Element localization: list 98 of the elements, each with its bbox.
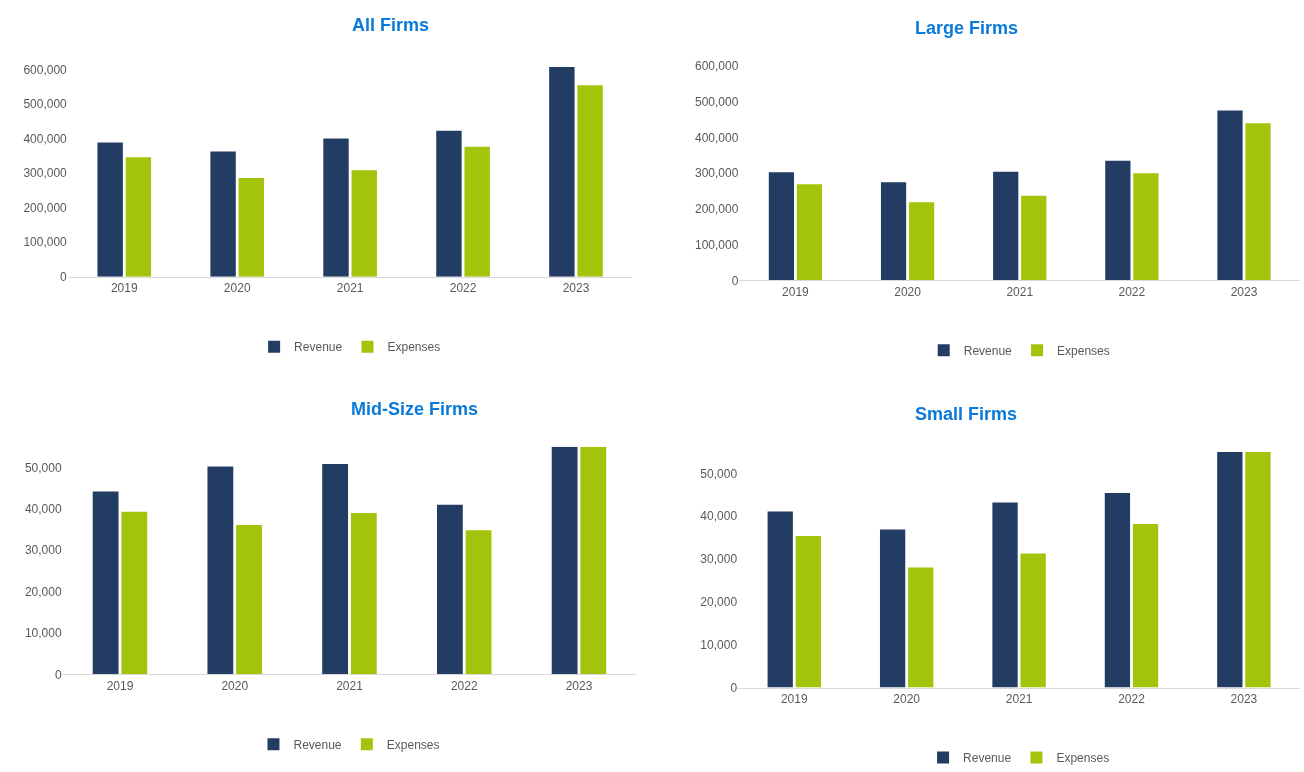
x-tick-label: 2021 (336, 678, 364, 693)
y-tick-label: 300,000 (23, 166, 68, 181)
bar (92, 491, 119, 675)
bar (580, 446, 607, 675)
y-tick-label: 500,000 (694, 95, 739, 110)
legend-label: Revenue (963, 344, 1013, 359)
y-tick-label: 0 (54, 667, 62, 682)
x-tick-label: 2023 (565, 678, 593, 693)
y-tick-label: 40,000 (700, 509, 738, 524)
bar (1133, 173, 1159, 281)
y-tick-label: 50,000 (700, 466, 738, 481)
bar (436, 130, 462, 277)
bar (238, 177, 265, 277)
bar (796, 184, 823, 281)
bar (210, 151, 236, 277)
legend-label: Expenses (387, 340, 441, 355)
y-tick-label: 0 (60, 269, 68, 284)
chart-title: Small Firms (915, 404, 1018, 424)
bar (992, 502, 1018, 688)
bar (551, 446, 578, 675)
bar (465, 530, 492, 675)
bar (1217, 110, 1243, 281)
y-tick-label: 0 (731, 273, 739, 288)
y-tick-label: 40,000 (24, 501, 62, 516)
x-tick-label: 2023 (1230, 692, 1258, 707)
x-tick-label: 2019 (106, 678, 134, 693)
y-tick-label: 600,000 (694, 59, 739, 74)
legend-label: Expenses (1056, 751, 1110, 766)
bar (125, 157, 152, 277)
chart-title: All Firms (352, 15, 430, 35)
y-tick-label: 200,000 (23, 200, 68, 215)
bar (879, 529, 906, 688)
x-tick-label: 2021 (336, 281, 364, 296)
bar (1105, 160, 1131, 281)
y-tick-label: 500,000 (23, 97, 68, 112)
y-tick-label: 200,000 (694, 202, 739, 217)
bar (464, 146, 490, 277)
x-tick-label: 2023 (1230, 284, 1258, 299)
bar (908, 202, 935, 281)
legend-label: Revenue (294, 340, 343, 355)
x-tick-label: 2020 (893, 692, 921, 707)
bar (549, 66, 575, 277)
x-tick-label: 2020 (894, 284, 922, 299)
bar (322, 464, 349, 675)
y-tick-label: 10,000 (700, 637, 738, 652)
y-tick-label: 10,000 (24, 626, 62, 641)
bar (350, 512, 377, 675)
x-tick-label: 2019 (782, 284, 810, 299)
y-tick-label: 400,000 (694, 130, 739, 145)
bar (993, 171, 1019, 281)
bar (351, 170, 377, 277)
x-tick-label: 2022 (449, 281, 477, 296)
bar (1104, 493, 1131, 688)
bar (768, 172, 795, 281)
y-tick-label: 0 (730, 680, 738, 695)
y-tick-label: 50,000 (24, 460, 62, 475)
y-tick-label: 20,000 (24, 584, 62, 599)
x-tick-label: 2022 (450, 678, 478, 693)
bar (1020, 553, 1046, 688)
legend-label: Expenses (386, 737, 440, 752)
bar (236, 524, 262, 675)
bar (1132, 523, 1159, 688)
bar (1245, 451, 1271, 688)
bar (577, 85, 603, 277)
bar (97, 142, 123, 277)
bar (1217, 451, 1243, 688)
y-tick-label: 20,000 (700, 595, 738, 610)
x-tick-label: 2019 (780, 692, 808, 707)
bar (323, 138, 349, 277)
y-tick-label: 100,000 (694, 237, 739, 252)
y-tick-label: 400,000 (23, 131, 68, 146)
x-tick-label: 2022 (1118, 692, 1146, 707)
x-tick-label: 2019 (110, 281, 138, 296)
y-tick-label: 600,000 (23, 62, 68, 77)
bar (908, 567, 934, 688)
legend-label: Revenue (293, 737, 342, 752)
bar (1021, 195, 1047, 281)
x-tick-label: 2023 (562, 281, 590, 296)
y-tick-label: 30,000 (700, 552, 738, 567)
bar (767, 511, 793, 688)
bar (795, 535, 821, 688)
y-tick-label: 30,000 (24, 543, 62, 558)
bar (207, 466, 234, 675)
chart-title: Mid-Size Firms (351, 399, 479, 419)
x-tick-label: 2021 (1006, 284, 1034, 299)
chart-title: Large Firms (915, 18, 1019, 38)
bar (1245, 123, 1271, 281)
x-tick-label: 2022 (1118, 284, 1146, 299)
y-tick-label: 300,000 (694, 166, 739, 181)
x-tick-label: 2021 (1005, 692, 1033, 707)
x-tick-label: 2020 (221, 678, 249, 693)
y-tick-label: 100,000 (23, 235, 68, 250)
legend-label: Expenses (1057, 344, 1110, 359)
bar (121, 511, 148, 675)
x-tick-label: 2020 (223, 281, 251, 296)
bar (880, 182, 907, 281)
legend-label: Revenue (963, 751, 1012, 766)
bar (436, 504, 463, 675)
